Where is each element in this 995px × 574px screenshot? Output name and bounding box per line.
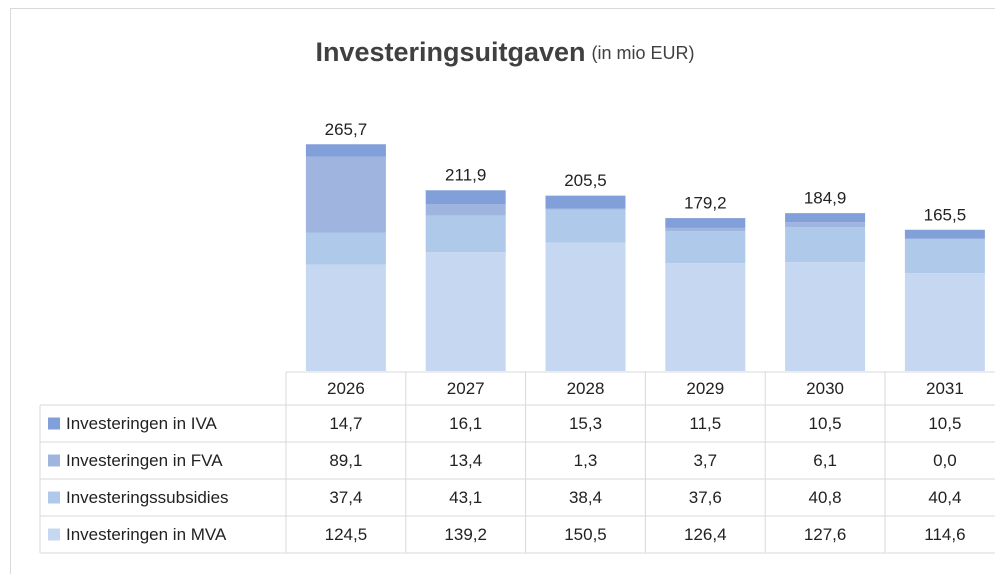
table-cell: 40,8 [809,488,842,507]
bar-segment [785,222,866,228]
legend-swatch [48,491,60,504]
table-cell: 37,4 [329,488,362,507]
bar-segment [545,209,626,243]
category-label: 2027 [447,379,485,398]
table-cell: 3,7 [693,451,717,470]
bar-segment [904,273,985,371]
bar-segment [665,218,746,228]
bar-segment [425,252,506,371]
category-label: 2030 [806,379,844,398]
table-cell: 6,1 [813,451,837,470]
legend-swatch [48,417,60,430]
total-label: 165,5 [924,205,967,224]
bar-segment [665,231,746,264]
table-cell: 13,4 [449,451,482,470]
bar-segment [425,190,506,205]
bar-segment [545,208,626,210]
bar-segment [785,213,866,223]
table-cell: 127,6 [804,525,847,544]
table-cell: 10,5 [928,414,961,433]
chart-subtitle: (in mio EUR) [592,43,695,63]
total-label: 211,9 [445,166,486,185]
table-cell: 139,2 [444,525,487,544]
table-cell: 89,1 [329,451,362,470]
total-label: 179,2 [684,194,727,213]
legend-label: Investeringen in IVA [66,414,218,433]
bar-segment [665,263,746,371]
table-cell: 1,3 [574,451,598,470]
legend-label: Investeringssubsidies [66,488,229,507]
legend-swatch [48,528,60,541]
bar-segment [545,242,626,371]
bar-segment [785,227,866,263]
category-label: 2029 [686,379,724,398]
table-cell: 126,4 [684,525,727,544]
bar-segment [425,204,506,216]
bar-segment [904,238,985,274]
legend-label: Investeringen in FVA [66,451,223,470]
legend-label: Investeringen in MVA [66,525,227,544]
table-cell: 37,6 [689,488,722,507]
table-cell: 40,4 [928,488,961,507]
bar-segment [305,156,386,233]
chart-title-group: Investeringsuitgaven (in mio EUR) [315,37,694,67]
bar-segment [305,264,386,371]
table-cell: 43,1 [449,488,482,507]
total-label: 205,5 [564,171,607,190]
table-cell: 10,5 [809,414,842,433]
frame [10,8,995,574]
table-cell: 114,6 [924,525,965,544]
total-label: 184,9 [804,189,847,208]
bar-segment [305,144,386,157]
table-cell: 14,7 [329,414,362,433]
bar-segment [425,215,506,253]
table-cell: 11,5 [689,414,721,433]
total-label: 265,7 [325,120,368,139]
category-label: 2028 [567,379,605,398]
bar-segment [904,229,985,239]
legend-swatch [48,454,60,467]
table-cell: 150,5 [564,525,607,544]
category-label: 2031 [926,379,964,398]
table-cell: 124,5 [325,525,368,544]
bar-segment [665,227,746,232]
table-cell: 38,4 [569,488,602,507]
table-cell: 15,3 [569,414,602,433]
bar-segment [785,262,866,371]
table-cell: 0,0 [933,451,957,470]
category-label: 2026 [327,379,365,398]
bar-segment [545,195,626,209]
table-cell: 16,1 [449,414,482,433]
bar-segment [305,232,386,265]
chart-title: Investeringsuitgaven [315,37,585,67]
